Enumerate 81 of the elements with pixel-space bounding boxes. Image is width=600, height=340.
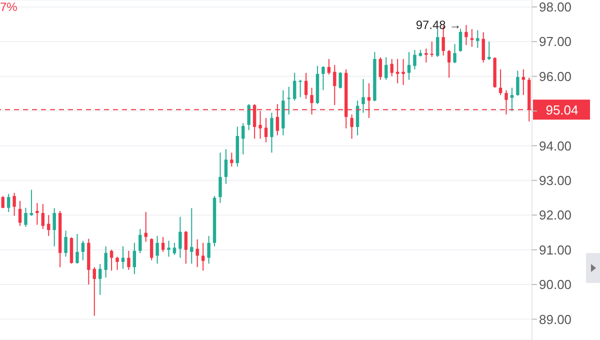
candlestick xyxy=(304,72,308,100)
annotation: 7% xyxy=(0,0,18,14)
y-tick-label: 92.00 xyxy=(539,208,572,223)
candlestick xyxy=(522,68,526,96)
candlestick xyxy=(322,66,325,91)
candlestick xyxy=(464,24,468,46)
candlestick xyxy=(230,152,234,168)
candlestick xyxy=(24,207,28,228)
annotation: 97.48 → xyxy=(416,18,462,32)
candlestick xyxy=(516,70,520,96)
candlestick xyxy=(116,256,119,270)
y-tick-label: 98.00 xyxy=(539,0,572,15)
candlestick xyxy=(242,122,245,155)
candlestick xyxy=(470,28,474,48)
candlestick xyxy=(402,58,405,86)
y-tick-label: 91.00 xyxy=(539,242,572,258)
candlestick xyxy=(436,28,440,58)
candlestick xyxy=(207,235,210,264)
candlestick xyxy=(167,240,170,258)
candlestick xyxy=(270,112,274,154)
candlestick xyxy=(138,228,142,254)
y-tick-label: 93.00 xyxy=(539,173,572,188)
candlestick xyxy=(81,240,85,261)
candlestick xyxy=(458,28,462,52)
candlestick xyxy=(413,49,416,70)
candlestick xyxy=(64,230,68,258)
candlestick xyxy=(150,238,154,261)
candlestick xyxy=(156,235,159,264)
candlestick xyxy=(390,58,394,77)
candlestick xyxy=(201,242,205,272)
candlestick xyxy=(92,266,96,316)
candlestick xyxy=(327,58,331,76)
candlestick xyxy=(52,208,56,247)
ref-line-label: 95.04 xyxy=(546,102,578,118)
candlestick xyxy=(47,214,50,236)
candlestick xyxy=(18,200,22,226)
candlestick xyxy=(172,242,176,256)
candlestick xyxy=(362,78,365,114)
y-tick-label: 94.00 xyxy=(539,138,572,154)
candlestick xyxy=(453,44,456,64)
candlestick xyxy=(350,114,354,140)
candlestick xyxy=(110,249,114,272)
candlestick xyxy=(218,152,222,204)
candlestick xyxy=(407,52,411,80)
candlestick xyxy=(338,72,342,89)
candlestick xyxy=(76,233,79,264)
candlestick xyxy=(12,192,16,216)
candlestick xyxy=(476,30,480,48)
candlestick xyxy=(121,246,125,270)
candlestick xyxy=(190,208,194,264)
candlestick xyxy=(161,236,165,252)
candlestick xyxy=(287,86,290,115)
y-tick-label: 96.00 xyxy=(539,68,572,84)
candlestick xyxy=(247,104,250,131)
candlestick xyxy=(98,264,102,296)
candlestick xyxy=(184,230,188,264)
candlestick xyxy=(482,32,485,63)
candlestick xyxy=(424,48,428,63)
candlestick xyxy=(293,72,296,102)
candlestick xyxy=(178,216,182,258)
candlestick xyxy=(36,202,39,226)
y-tick-label: 97.00 xyxy=(539,34,572,50)
candlestick xyxy=(510,87,514,112)
candlestick xyxy=(384,56,388,80)
y-tick-label: 90.00 xyxy=(539,277,572,292)
candlestick xyxy=(447,49,451,78)
candlestick xyxy=(378,56,382,80)
candlestick xyxy=(132,242,136,275)
y-tick-label: 89.00 xyxy=(539,312,572,327)
candlestick xyxy=(127,250,130,270)
candlestick xyxy=(6,193,10,212)
candlestick xyxy=(41,204,44,230)
candlestick xyxy=(144,211,148,242)
candlestick xyxy=(1,196,4,209)
candlestick xyxy=(264,117,268,143)
candlestick xyxy=(430,41,434,58)
candlestick xyxy=(498,68,502,96)
candlestick xyxy=(333,64,336,106)
candlestick xyxy=(104,246,108,278)
candlestick xyxy=(224,148,228,184)
candlestick xyxy=(298,79,302,98)
